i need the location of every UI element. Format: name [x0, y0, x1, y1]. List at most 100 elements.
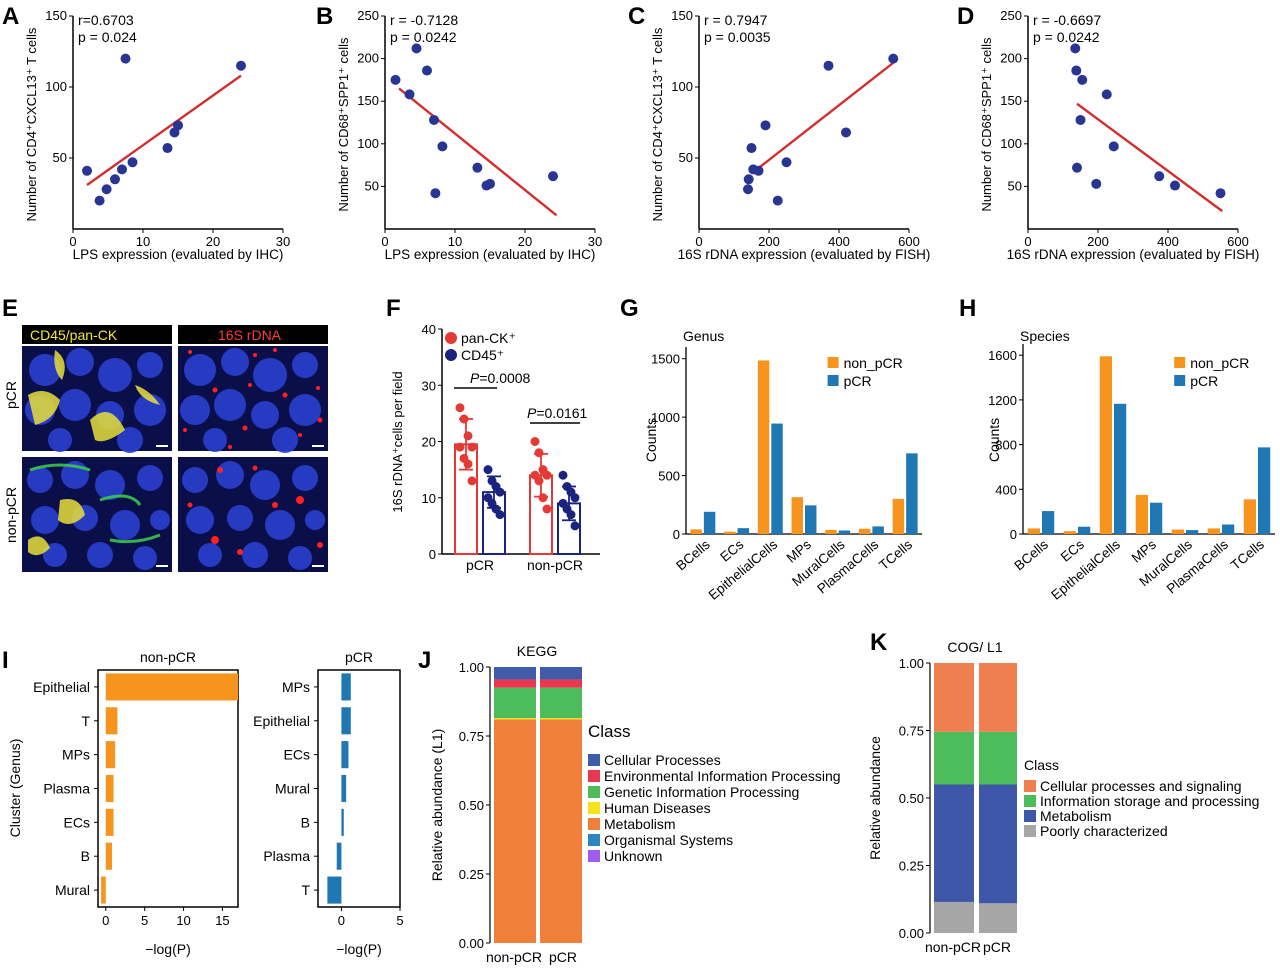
panel-k-legend-swatch: [1024, 780, 1036, 792]
panel-c-x-tick-label: 600: [898, 234, 920, 249]
panel-c-y-label: Number of CD4⁺CXCL13⁺ T cells: [650, 27, 665, 221]
panel-f-point: [558, 470, 568, 480]
panel-i1-x-label: −log(P): [145, 941, 191, 957]
panel-k-stacked-segment: [979, 903, 1017, 933]
panel-f-point: [534, 448, 544, 458]
panel-h-legend-swatch: [1174, 357, 1186, 368]
panel-i1-bar: [105, 842, 112, 870]
panel-g-legend-swatch: [827, 357, 839, 368]
panel-k-legend-swatch: [1024, 795, 1036, 807]
panel-g-bar: [906, 453, 918, 534]
panel-j-stacked-segment: [540, 719, 582, 943]
panel-d-x-tick-label: 600: [1227, 234, 1249, 249]
micrograph-nonpcr-merge-cells: [27, 461, 170, 570]
panel-f-legend-marker: [445, 349, 457, 361]
panel-d-point: [1071, 65, 1082, 76]
panel-c-x-label: 16S rDNA expression (evaluated by FISH): [678, 247, 931, 262]
panel-h-bar: [1186, 530, 1199, 534]
panel-g-title: Genus: [683, 328, 724, 344]
panel-f-legend-marker: [445, 332, 457, 344]
panel-label-g: G: [620, 295, 639, 322]
panel-k-stacked-segment: [934, 901, 974, 933]
panel-h-category-label: ECs: [1058, 537, 1087, 565]
panel-g-y-tick-label: 0: [673, 527, 680, 542]
panel-i1-frame: [97, 669, 239, 908]
panel-d-point: [1108, 141, 1119, 152]
panel-f-y-tick-label: 40: [422, 322, 436, 337]
panel-j-legend-label: Cellular Processes: [604, 752, 721, 768]
micrograph-header-right: [178, 325, 328, 344]
panel-j-stacked-segment: [540, 679, 582, 688]
panel-i1-x-tick-label: 0: [102, 913, 109, 928]
panel-g-y-tick-label: 1500: [651, 352, 680, 367]
panel-label-b: B: [316, 3, 333, 30]
panel-c-point: [888, 53, 899, 64]
panel-g-bar: [872, 526, 884, 534]
panel-label-a: A: [2, 3, 19, 30]
panel-d-point: [1101, 89, 1112, 100]
panel-k-stacked-segment: [979, 731, 1017, 785]
micrograph-nonpcr-merge-stain: [28, 463, 161, 556]
panel-a-point: [236, 60, 246, 71]
panel-b-point: [548, 171, 558, 182]
panel-label-f: F: [386, 295, 401, 322]
panel-i2-bar: [341, 774, 347, 803]
panel-j-stacked-segment: [540, 718, 582, 720]
panel-g-category-label: TCells: [876, 537, 915, 573]
panel-j-category-label: non-pCR: [486, 949, 542, 965]
panel-j-legend-swatch: [588, 802, 600, 814]
panel-j-legend-label: Environmental Information Processing: [604, 768, 841, 784]
panel-c-point: [746, 143, 757, 154]
panel-c-point: [743, 184, 753, 195]
panel-f-category-label: non-pCR: [527, 557, 583, 573]
panel-d-point: [1070, 43, 1081, 54]
panel-g-y-label: Counts: [643, 418, 659, 462]
panel-f-y-tick-label: 10: [422, 491, 436, 506]
panel-d-stat-p: p = 0.0242: [1033, 29, 1100, 45]
panel-j-stacked-segment: [540, 687, 582, 719]
panel-f-pvalue-value: =0.0008: [479, 370, 530, 386]
panel-b-y-tick-label: 250: [357, 8, 379, 23]
panel-g-bar: [892, 498, 905, 534]
panel-c-point: [841, 127, 851, 138]
panel-a-x-label: LPS expression (evaluated by IHC): [73, 247, 284, 262]
panel-k-title: COG/ L1: [947, 639, 1002, 655]
panel-b-point: [485, 178, 495, 189]
panel-d-point: [1170, 180, 1180, 191]
panel-k-category-label: non-pCR: [925, 939, 981, 955]
panel-g-bar: [791, 497, 803, 534]
micrograph-row-label-pcr: pCR: [3, 381, 19, 409]
panel-c-stat-p: p = 0.0035: [704, 29, 771, 45]
panel-b-y-tick-label: 50: [365, 178, 379, 193]
panel-d-x-tick-label: 400: [1157, 234, 1179, 249]
panel-g-y-tick-label: 500: [658, 469, 680, 484]
panel-k-y-tick-label: 1.00: [899, 656, 924, 671]
panel-b-point: [390, 74, 401, 85]
panel-a-y-tick-label: 100: [45, 79, 67, 94]
panel-f-legend-label: pan-CK⁺: [461, 330, 516, 346]
panel-h-category-label: EpithelialCells: [1048, 537, 1123, 603]
panel-f-point: [538, 493, 548, 503]
panel-h-bar: [1114, 403, 1127, 534]
panel-k-y-tick-label: 0.25: [899, 859, 924, 874]
panel-g-bar: [858, 528, 871, 534]
panel-b-point: [411, 43, 422, 54]
panel-j-legend-swatch: [588, 770, 600, 782]
panel-b-point: [472, 162, 483, 173]
panel-b-x-label: LPS expression (evaluated by IHC): [385, 247, 596, 262]
panel-f-y-label: 16S rDNA⁺cells per field: [390, 371, 405, 512]
panel-i2-bar: [336, 842, 342, 870]
panel-i2-category-label: MPs: [282, 679, 310, 695]
panel-i1-category-label: T: [81, 713, 90, 729]
panel-f-pvalue-value: =0.0161: [536, 405, 587, 421]
panel-k-stacked-segment: [934, 731, 974, 785]
panel-g-bar: [838, 530, 851, 534]
panel-f-y-tick-label: 20: [422, 435, 436, 450]
panel-f-point: [459, 414, 469, 424]
panel-j-y-tick-label: 0.50: [459, 798, 484, 813]
panel-h-legend-label: pCR: [1190, 373, 1218, 389]
micrograph-nonpcr-16s-cells: [182, 461, 325, 570]
panel-i1-bar: [105, 774, 114, 803]
panel-j-title: KEGG: [517, 643, 557, 659]
